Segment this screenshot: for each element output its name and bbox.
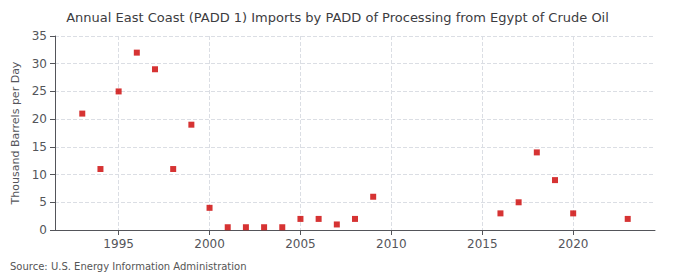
- svg-text:20: 20: [32, 112, 47, 126]
- svg-text:2000: 2000: [194, 237, 225, 251]
- svg-text:2015: 2015: [467, 237, 498, 251]
- svg-text:Source: U.S. Energy Informatio: Source: U.S. Energy Information Administ…: [10, 261, 247, 272]
- svg-text:2020: 2020: [558, 237, 589, 251]
- svg-text:2005: 2005: [285, 237, 316, 251]
- svg-text:0: 0: [39, 223, 47, 237]
- svg-text:25: 25: [32, 84, 47, 98]
- svg-text:2010: 2010: [376, 237, 407, 251]
- svg-text:30: 30: [32, 57, 47, 71]
- svg-text:35: 35: [32, 29, 47, 43]
- svg-text:1995: 1995: [103, 237, 134, 251]
- svg-text:Thousand Barrels per Day: Thousand Barrels per Day: [9, 61, 22, 205]
- svg-text:5: 5: [39, 195, 47, 209]
- svg-text:10: 10: [32, 168, 47, 182]
- svg-text:Annual East Coast (PADD 1) Imp: Annual East Coast (PADD 1) Imports by PA…: [66, 10, 609, 25]
- svg-text:15: 15: [32, 140, 47, 154]
